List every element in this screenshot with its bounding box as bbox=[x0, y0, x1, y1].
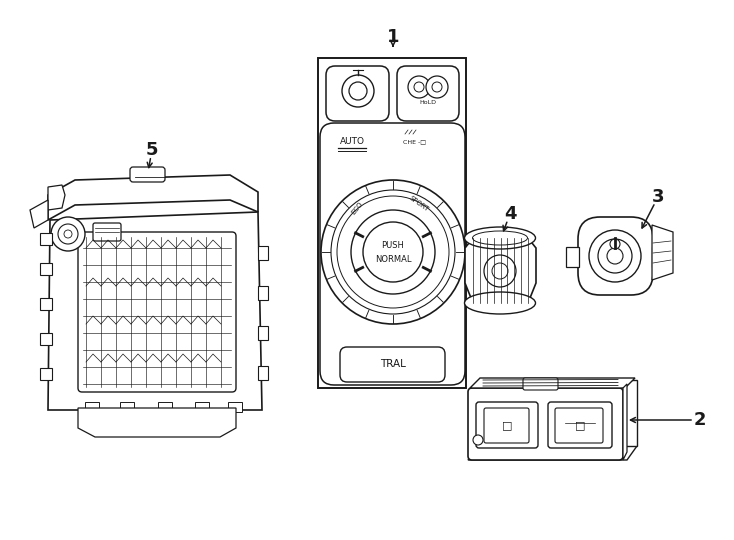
Circle shape bbox=[321, 180, 465, 324]
Bar bbox=[228, 402, 242, 412]
Polygon shape bbox=[78, 408, 236, 437]
Circle shape bbox=[351, 210, 435, 294]
Text: 2: 2 bbox=[694, 411, 706, 429]
Text: 3: 3 bbox=[652, 188, 664, 206]
Bar bbox=[40, 368, 52, 380]
Polygon shape bbox=[48, 175, 258, 220]
Text: CHE -□: CHE -□ bbox=[404, 139, 426, 145]
Bar bbox=[85, 402, 99, 412]
Circle shape bbox=[589, 230, 641, 282]
Polygon shape bbox=[48, 212, 262, 410]
Bar bbox=[258, 366, 268, 380]
Text: 4: 4 bbox=[504, 205, 516, 223]
Bar bbox=[40, 233, 52, 245]
FancyBboxPatch shape bbox=[468, 388, 623, 460]
FancyBboxPatch shape bbox=[320, 123, 465, 385]
Text: NORMAL: NORMAL bbox=[375, 254, 411, 264]
Polygon shape bbox=[465, 238, 536, 303]
Bar bbox=[652, 247, 665, 267]
Polygon shape bbox=[623, 384, 627, 460]
Circle shape bbox=[484, 255, 516, 287]
Polygon shape bbox=[48, 185, 65, 210]
Ellipse shape bbox=[465, 227, 536, 249]
Circle shape bbox=[492, 263, 508, 279]
FancyBboxPatch shape bbox=[484, 408, 529, 443]
Bar bbox=[40, 298, 52, 310]
Circle shape bbox=[337, 196, 449, 308]
Bar bbox=[195, 402, 209, 412]
Text: TRAL: TRAL bbox=[380, 359, 406, 369]
Bar bbox=[40, 333, 52, 345]
Circle shape bbox=[610, 239, 620, 249]
Text: □: □ bbox=[502, 420, 512, 430]
Circle shape bbox=[473, 435, 483, 445]
FancyBboxPatch shape bbox=[555, 408, 603, 443]
Ellipse shape bbox=[473, 231, 528, 245]
Bar bbox=[258, 326, 268, 340]
FancyBboxPatch shape bbox=[397, 66, 459, 121]
Text: HoLD: HoLD bbox=[420, 100, 437, 105]
Circle shape bbox=[58, 224, 78, 244]
FancyBboxPatch shape bbox=[476, 402, 538, 448]
Bar bbox=[40, 263, 52, 275]
FancyBboxPatch shape bbox=[78, 232, 236, 392]
Ellipse shape bbox=[465, 292, 536, 314]
Circle shape bbox=[331, 190, 455, 314]
Text: SPORT: SPORT bbox=[408, 195, 430, 213]
Text: ECO: ECO bbox=[350, 200, 364, 215]
FancyBboxPatch shape bbox=[326, 66, 389, 121]
Circle shape bbox=[363, 222, 423, 282]
Circle shape bbox=[414, 82, 424, 92]
FancyBboxPatch shape bbox=[548, 402, 612, 448]
Text: PUSH: PUSH bbox=[382, 241, 404, 251]
Circle shape bbox=[426, 76, 448, 98]
Bar bbox=[566, 247, 579, 267]
FancyBboxPatch shape bbox=[340, 347, 445, 382]
Bar bbox=[158, 402, 172, 412]
Circle shape bbox=[408, 76, 430, 98]
Circle shape bbox=[51, 217, 85, 251]
Text: 1: 1 bbox=[387, 28, 399, 46]
FancyBboxPatch shape bbox=[130, 167, 165, 182]
Bar bbox=[258, 286, 268, 300]
Bar bbox=[258, 246, 268, 260]
Bar bbox=[120, 402, 134, 412]
Circle shape bbox=[349, 82, 367, 100]
Circle shape bbox=[598, 239, 632, 273]
Text: 5: 5 bbox=[146, 141, 159, 159]
Text: AUTO: AUTO bbox=[340, 138, 365, 146]
Circle shape bbox=[342, 75, 374, 107]
Polygon shape bbox=[468, 446, 637, 460]
Polygon shape bbox=[652, 225, 673, 280]
FancyBboxPatch shape bbox=[523, 378, 558, 390]
FancyBboxPatch shape bbox=[93, 223, 121, 241]
Polygon shape bbox=[30, 200, 48, 228]
Text: □: □ bbox=[575, 420, 585, 430]
Circle shape bbox=[64, 230, 72, 238]
Polygon shape bbox=[478, 380, 637, 446]
Bar bbox=[318, 58, 466, 388]
FancyBboxPatch shape bbox=[578, 217, 653, 295]
Circle shape bbox=[432, 82, 442, 92]
Polygon shape bbox=[470, 378, 635, 388]
Circle shape bbox=[607, 248, 623, 264]
